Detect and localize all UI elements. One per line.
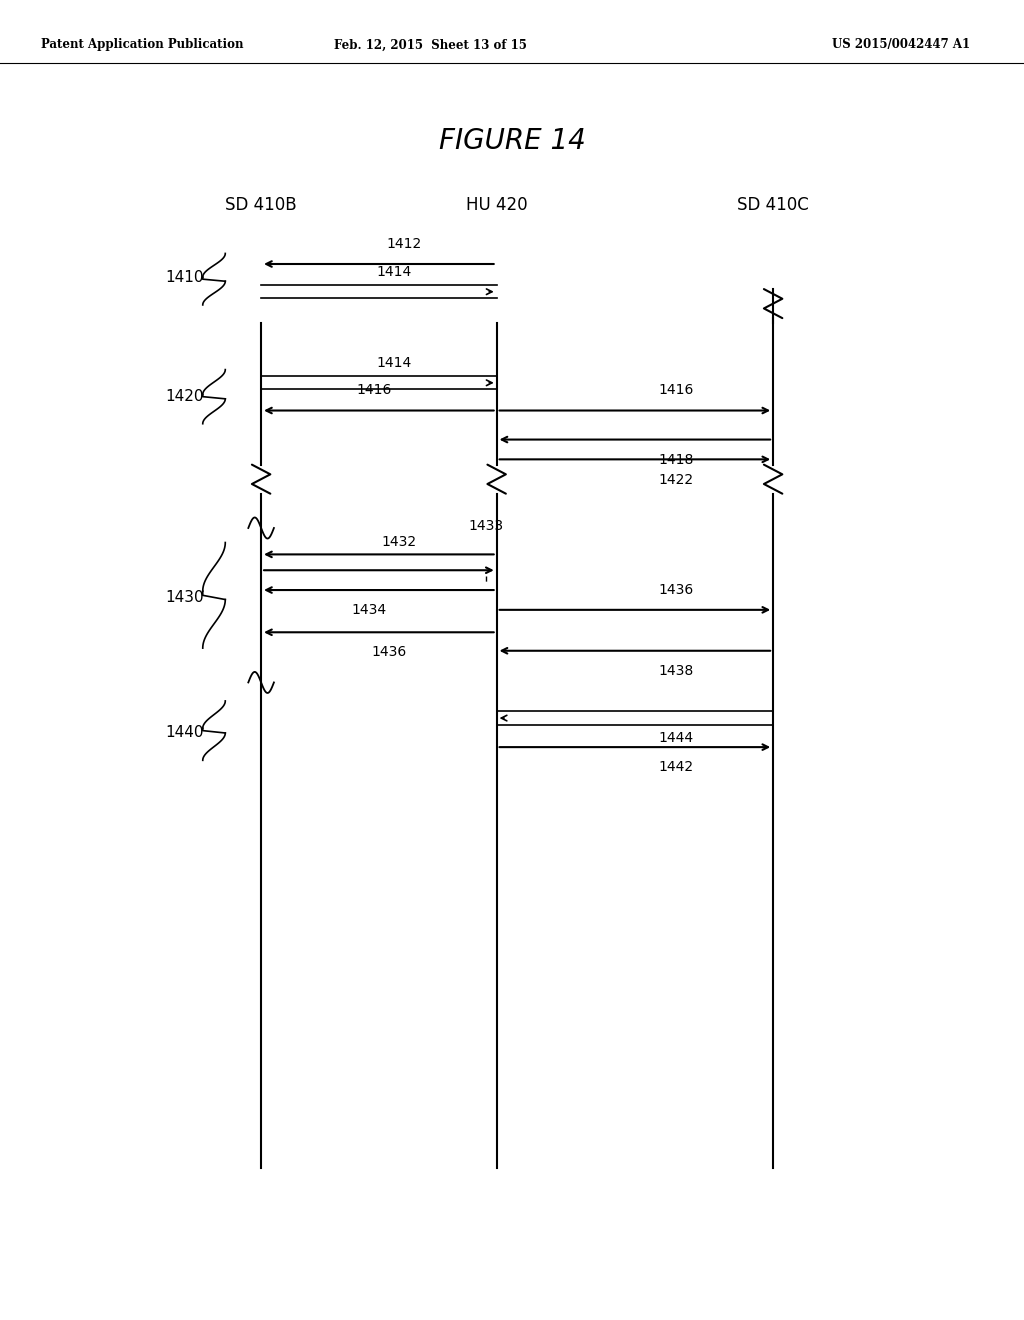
Text: 1438: 1438 — [658, 664, 693, 678]
Text: 1418: 1418 — [658, 453, 693, 467]
Text: SD 410C: SD 410C — [737, 195, 809, 214]
Text: 1444: 1444 — [658, 731, 693, 746]
Text: US 2015/0042447 A1: US 2015/0042447 A1 — [833, 38, 970, 51]
Text: 1432: 1432 — [382, 535, 417, 549]
Text: SD 410B: SD 410B — [225, 195, 297, 214]
Text: 1414: 1414 — [377, 264, 412, 279]
Text: FIGURE 14: FIGURE 14 — [438, 127, 586, 156]
Text: Feb. 12, 2015  Sheet 13 of 15: Feb. 12, 2015 Sheet 13 of 15 — [334, 38, 526, 51]
Text: 1416: 1416 — [356, 383, 391, 397]
Text: 1434: 1434 — [351, 603, 386, 618]
Text: 1416: 1416 — [658, 383, 693, 397]
Text: 1430: 1430 — [165, 590, 204, 605]
Text: 1436: 1436 — [372, 645, 407, 660]
Text: 1422: 1422 — [658, 473, 693, 487]
Text: 1440: 1440 — [165, 725, 204, 741]
Text: 1414: 1414 — [377, 355, 412, 370]
Text: Patent Application Publication: Patent Application Publication — [41, 38, 244, 51]
Text: 1412: 1412 — [387, 236, 422, 251]
Text: 1420: 1420 — [165, 389, 204, 404]
Text: 1410: 1410 — [165, 271, 204, 285]
Text: HU 420: HU 420 — [466, 195, 527, 214]
Text: 1433: 1433 — [469, 519, 504, 533]
Text: 1442: 1442 — [658, 760, 693, 775]
Text: 1436: 1436 — [658, 582, 693, 597]
